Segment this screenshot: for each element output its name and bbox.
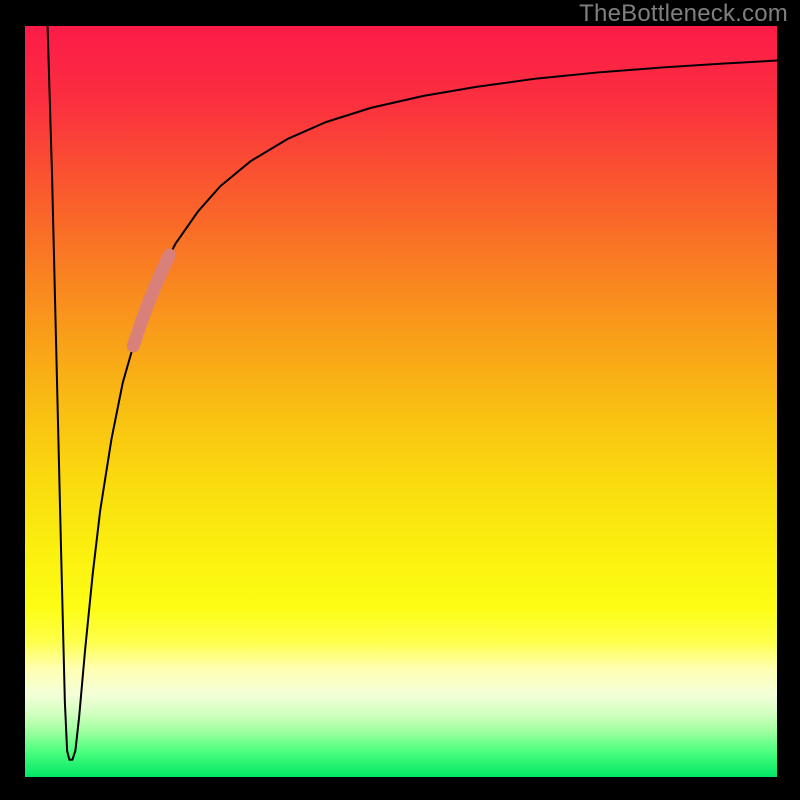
source-watermark: TheBottleneck.com — [579, 0, 788, 28]
bottleneck-chart — [0, 0, 800, 800]
chart-stage: TheBottleneck.com — [0, 0, 800, 800]
plot-background-gradient — [25, 26, 777, 777]
